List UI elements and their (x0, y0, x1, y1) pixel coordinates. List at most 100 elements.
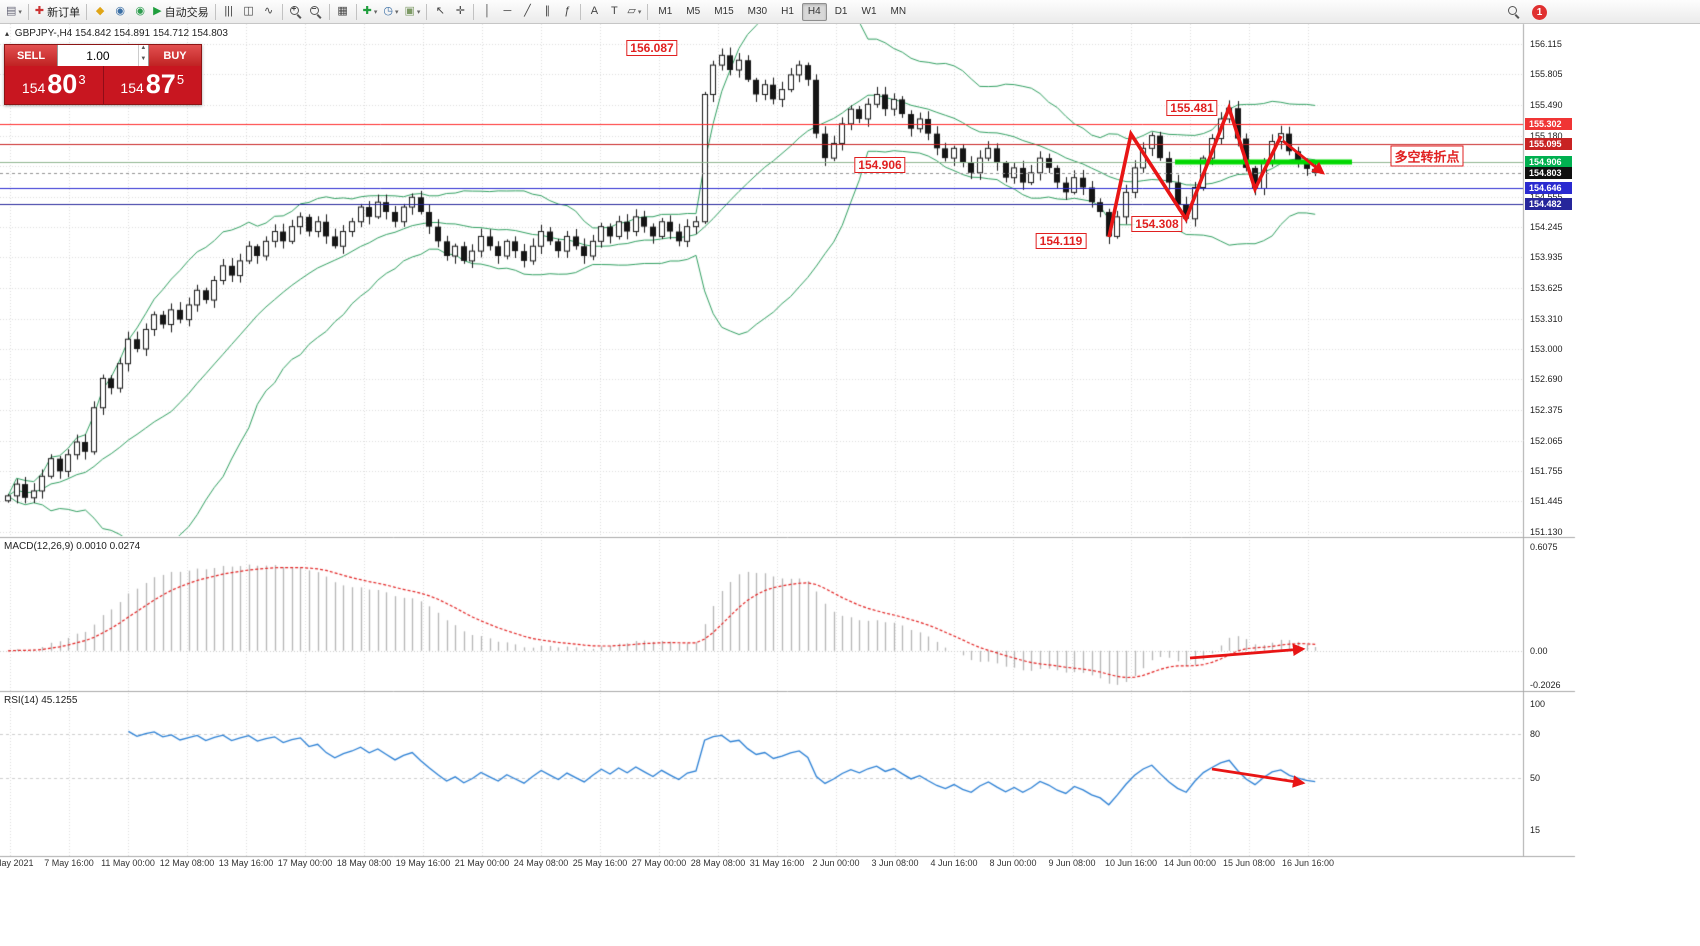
new-order-button-label: 新订单 (47, 6, 81, 19)
add-indicator-icon: ✚ (362, 5, 372, 17)
shapes-icon: ▱ (627, 5, 636, 17)
toolbar-separator (27, 3, 29, 20)
symbol-ohlc-label: GBPJPY-,H4 154.842 154.891 154.712 154.8… (14, 28, 228, 39)
toolbar-right-cluster: 1 (1504, 0, 1547, 24)
cursor-button[interactable]: ↖ (430, 2, 450, 22)
zoom-in-button[interactable]: + (286, 2, 306, 22)
crosshair-icon: ✛ (455, 5, 465, 17)
volume-up-button[interactable]: ▲ (140, 45, 147, 51)
dropdown-arrow-icon: ▾ (416, 8, 421, 16)
dropdown-arrow-icon: ▾ (637, 8, 642, 16)
indicators-button[interactable]: ✚ ▾ (360, 2, 381, 22)
deposit-button[interactable]: ◆ (90, 2, 110, 22)
search-button[interactable] (1504, 2, 1524, 22)
search-icon (1508, 6, 1520, 18)
text-label-icon: T (611, 5, 618, 17)
trendline-button[interactable]: ╱ (517, 2, 537, 22)
crosshair-button[interactable]: ✛ (450, 2, 470, 22)
toolbar-buttons: ▤ ▾ ✚ 新订单 ◆ ◉ ◉ ▶ 自动交易 ||| ◫ ∿ + − ▦ ✚ ▾ ◷ ▾ ▣ ▾ ↖ ✛ │ ─ ╱ ∥ ƒ A T ▱ ▾ M… (3, 2, 913, 22)
timeframe-mn-button[interactable]: MN (885, 3, 913, 21)
timeframe-m15-button[interactable]: M15 (708, 3, 739, 21)
toolbar-separator (214, 3, 216, 20)
timeframe-w1-button[interactable]: W1 (856, 3, 883, 21)
periods-button[interactable]: ◷ ▾ (380, 2, 401, 22)
chart-line-button[interactable]: ∿ (259, 2, 279, 22)
fibonacci-button[interactable]: ƒ (557, 2, 577, 22)
new-order-plus-icon: ✚ (34, 5, 45, 17)
candles-chart-icon: ◫ (243, 5, 254, 17)
tile-windows-icon: ▦ (337, 5, 348, 17)
toolbar-separator (355, 3, 357, 20)
volume-spinner: ▲ ▼ (137, 45, 148, 66)
new-chart-button[interactable]: ▤ ▾ (3, 2, 25, 22)
sell-price-pips: 80 (47, 69, 78, 99)
timeframe-m30-button[interactable]: M30 (742, 3, 773, 21)
buy-price-pips: 87 (145, 69, 176, 99)
channel-icon: ∥ (544, 5, 551, 17)
sell-price-base: 154 (21, 80, 46, 96)
timeframe-m5-button[interactable]: M5 (680, 3, 706, 21)
volume-input[interactable] (58, 45, 138, 66)
tile-windows-button[interactable]: ▦ (333, 2, 353, 22)
one-click-toggle-icon[interactable]: ▴ (5, 29, 10, 38)
volume-field: ▲ ▼ (57, 45, 149, 66)
toolbar-separator (647, 3, 649, 20)
vertical-line-button[interactable]: │ (477, 2, 497, 22)
toolbar-separator (281, 3, 283, 20)
trendline-icon: ╱ (524, 5, 531, 17)
chart-candles-button[interactable]: ◫ (239, 2, 259, 22)
channel-button[interactable]: ∥ (537, 2, 557, 22)
trade-panel-controls: SELL ▲ ▼ BUY (5, 45, 201, 66)
bars-chart-icon: ||| (224, 5, 233, 17)
buy-price-base: 154 (120, 80, 144, 96)
zoom-out-button[interactable]: − (306, 2, 326, 22)
account-circle-icon: ◉ (115, 5, 125, 17)
buy-button[interactable]: BUY (149, 45, 201, 66)
new-order-button[interactable]: ✚ 新订单 (32, 2, 83, 22)
clock-icon: ◷ (383, 5, 393, 17)
rsi-indicator-label: RSI(14) 45.1255 (4, 695, 78, 706)
text-label-button[interactable]: T (604, 2, 624, 22)
zoom-in-icon: + (289, 4, 302, 18)
timeframe-d1-button[interactable]: D1 (829, 3, 854, 21)
templates-button[interactable]: ▣ ▾ (401, 2, 423, 22)
horizontal-line-button[interactable]: ─ (497, 2, 517, 22)
toolbar-separator (426, 3, 428, 20)
toolbar-separator (328, 3, 330, 20)
zoom-out-icon: − (309, 4, 322, 18)
gold-coin-icon: ◆ (95, 5, 105, 17)
line-chart-icon: ∿ (264, 5, 274, 17)
buy-price[interactable]: 154 87 5 (104, 66, 202, 104)
new-chart-icon: ▤ (6, 5, 17, 17)
main-toolbar: ▤ ▾ ✚ 新订单 ◆ ◉ ◉ ▶ 自动交易 ||| ◫ ∿ + − ▦ ✚ ▾ ◷ ▾ ▣ ▾ ↖ ✛ │ ─ ╱ ∥ ƒ A T ▱ ▾ M… (0, 0, 1700, 24)
toolbar-separator (86, 3, 88, 20)
dropdown-arrow-icon: ▾ (373, 8, 378, 16)
news-circle-icon: ◉ (135, 5, 145, 17)
volume-down-button[interactable]: ▼ (140, 55, 147, 62)
autotrading-button[interactable]: ▶ 自动交易 (150, 2, 211, 22)
notification-badge[interactable]: 1 (1532, 4, 1547, 20)
timeframe-m1-button[interactable]: M1 (652, 3, 678, 21)
sell-button[interactable]: SELL (5, 45, 57, 66)
autotrading-play-icon: ▶ (153, 5, 162, 17)
vertical-line-icon: │ (483, 5, 491, 17)
buy-price-frac: 5 (176, 72, 185, 87)
cursor-arrow-icon: ↖ (435, 5, 445, 17)
timeframe-h1-button[interactable]: H1 (775, 3, 800, 21)
shapes-button[interactable]: ▱ ▾ (624, 2, 644, 22)
text-button[interactable]: A (584, 2, 604, 22)
chart-header: ▴ GBPJPY-,H4 154.842 154.891 154.712 154… (5, 28, 228, 39)
accounts-button[interactable]: ◉ (110, 2, 130, 22)
toolbar-separator (473, 3, 475, 20)
chart-bars-button[interactable]: ||| (219, 2, 239, 22)
text-icon: A (590, 5, 599, 17)
timeframe-h4-button[interactable]: H4 (801, 2, 827, 21)
sell-price[interactable]: 154 80 3 (5, 66, 104, 104)
news-button[interactable]: ◉ (130, 2, 150, 22)
horizontal-line-icon: ─ (503, 5, 512, 17)
template-image-icon: ▣ (404, 5, 415, 17)
dropdown-arrow-icon: ▾ (394, 8, 399, 16)
sell-price-frac: 3 (78, 72, 86, 87)
